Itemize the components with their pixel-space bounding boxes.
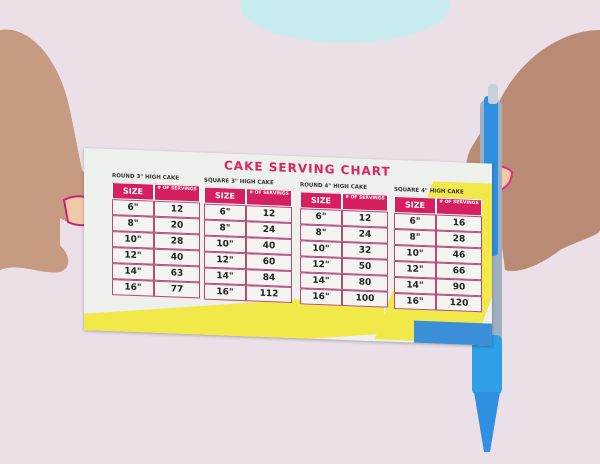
servings-header: # OF SERVINGS: [246, 188, 292, 207]
servings-cell: 12: [154, 200, 200, 219]
size-cell: 6": [204, 203, 246, 222]
servings-cell: 120: [436, 294, 482, 313]
servings-cell: 66: [436, 262, 482, 281]
size-header: SIZE: [112, 182, 154, 201]
size-header: SIZE: [300, 191, 342, 210]
table-row: 16" 77: [112, 279, 200, 299]
servings-cell: 50: [342, 257, 388, 276]
servings-header: # OF SERVINGS: [436, 197, 482, 217]
serving-table-1: ROUND 3" HIGH CAKE SIZE # OF SERVINGS 6"…: [112, 173, 200, 299]
table-row: 16" 112: [204, 283, 292, 303]
wall-light-spot: [240, 0, 450, 43]
servings-cell: 80: [342, 273, 388, 292]
size-cell: 8": [300, 224, 342, 242]
servings-cell: 100: [342, 289, 388, 308]
size-cell: 16": [112, 279, 154, 297]
size-cell: 6": [394, 212, 436, 231]
servings-cell: 63: [154, 264, 200, 283]
servings-cell: 40: [154, 248, 200, 267]
size-cell: 12": [300, 256, 342, 274]
size-cell: 10": [112, 231, 154, 249]
servings-cell: 28: [436, 230, 482, 249]
size-cell: 12": [204, 251, 246, 270]
servings-cell: 32: [342, 241, 388, 260]
servings-cell: 90: [436, 278, 482, 297]
servings-cell: 112: [246, 285, 292, 303]
servings-cell: 60: [246, 253, 292, 271]
servings-cell: 84: [246, 269, 292, 287]
size-cell: 8": [112, 215, 154, 233]
size-cell: 16": [300, 288, 342, 306]
servings-cell: 28: [154, 232, 200, 251]
table-row: 16" 100: [300, 288, 388, 308]
serving-table-2: SQUARE 3" HIGH CAKE SIZE # OF SERVINGS 6…: [204, 178, 292, 303]
pen-tip: [474, 392, 500, 452]
serving-table-3: ROUND 4" HIGH CAKE SIZE # OF SERVINGS 6"…: [300, 182, 388, 308]
servings-header: # OF SERVINGS: [342, 192, 388, 212]
table-row: 16" 120: [394, 292, 482, 313]
size-cell: 14": [300, 272, 342, 290]
size-cell: 6": [300, 208, 342, 226]
chart-title: CAKE SERVING CHART: [224, 158, 391, 179]
servings-header: # OF SERVINGS: [154, 183, 200, 203]
size-cell: 14": [112, 263, 154, 281]
size-header: SIZE: [204, 186, 246, 206]
pen-top: [488, 84, 498, 104]
size-cell: 8": [394, 228, 436, 247]
servings-cell: 46: [436, 246, 482, 265]
serving-table-4: SQUARE 4" HIGH CAKE SIZE # OF SERVINGS 6…: [394, 187, 482, 313]
cake-serving-chart-banner: CAKE SERVING CHART ROUND 3" HIGH CAKE SI…: [84, 148, 492, 346]
size-cell: 12": [394, 260, 436, 279]
servings-cell: 24: [246, 221, 292, 239]
size-cell: 16": [394, 292, 436, 311]
size-cell: 12": [112, 247, 154, 265]
servings-cell: 77: [154, 280, 200, 299]
servings-cell: 12: [246, 205, 292, 223]
size-cell: 16": [204, 283, 246, 302]
size-cell: 14": [204, 267, 246, 286]
blue-accent: [414, 320, 492, 346]
size-cell: 6": [112, 199, 154, 217]
size-cell: 10": [204, 235, 246, 254]
size-cell: 8": [204, 219, 246, 238]
servings-cell: 40: [246, 237, 292, 255]
size-cell: 10": [300, 240, 342, 258]
servings-cell: 24: [342, 225, 388, 244]
servings-cell: 12: [342, 209, 388, 228]
size-header: SIZE: [394, 195, 436, 215]
servings-cell: 16: [436, 214, 482, 233]
size-cell: 10": [394, 244, 436, 263]
pen-grip: [472, 335, 502, 395]
size-cell: 14": [394, 276, 436, 295]
servings-cell: 20: [154, 216, 200, 235]
